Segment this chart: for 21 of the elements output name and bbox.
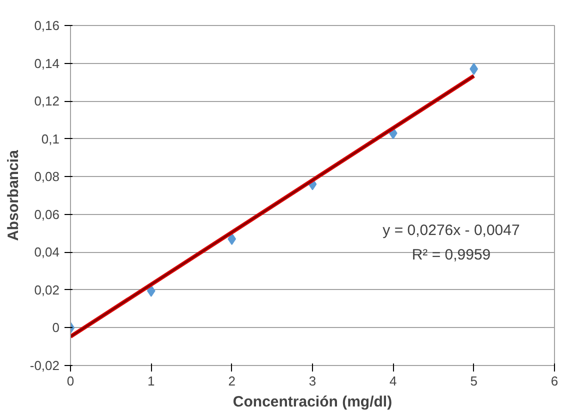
x-tick-label: 0	[66, 374, 74, 388]
y-tick-label: 0,12	[34, 94, 60, 109]
y-tick-label: -0,02	[30, 358, 60, 373]
x-tick-label: 1	[148, 374, 155, 388]
y-tick-label: 0	[52, 320, 60, 336]
annotation: y = 0,0276x - 0,0047	[382, 222, 520, 239]
y-tick-label: 0,08	[34, 169, 60, 184]
y-tick-label: 0,04	[34, 244, 60, 260]
x-tick-label: 3	[308, 374, 316, 388]
y-tick-label: 0,06	[34, 206, 60, 222]
x-tick-label: 2	[228, 374, 236, 388]
y-tick-label: 0,1	[41, 131, 60, 146]
y-axis-title: Absorbancia	[4, 149, 22, 241]
y-tick-label: 0,14	[34, 56, 60, 71]
x-tick-label: 5	[470, 374, 478, 388]
y-tick-label: 0,02	[34, 282, 60, 298]
y-tick-label: 0,16	[34, 18, 60, 33]
x-tick-label: 4	[390, 374, 397, 388]
annotation: R² = 0,9959	[412, 246, 491, 264]
x-axis-title: Concentración (mg/dl)	[232, 394, 392, 410]
x-tick-label: 6	[550, 374, 558, 388]
